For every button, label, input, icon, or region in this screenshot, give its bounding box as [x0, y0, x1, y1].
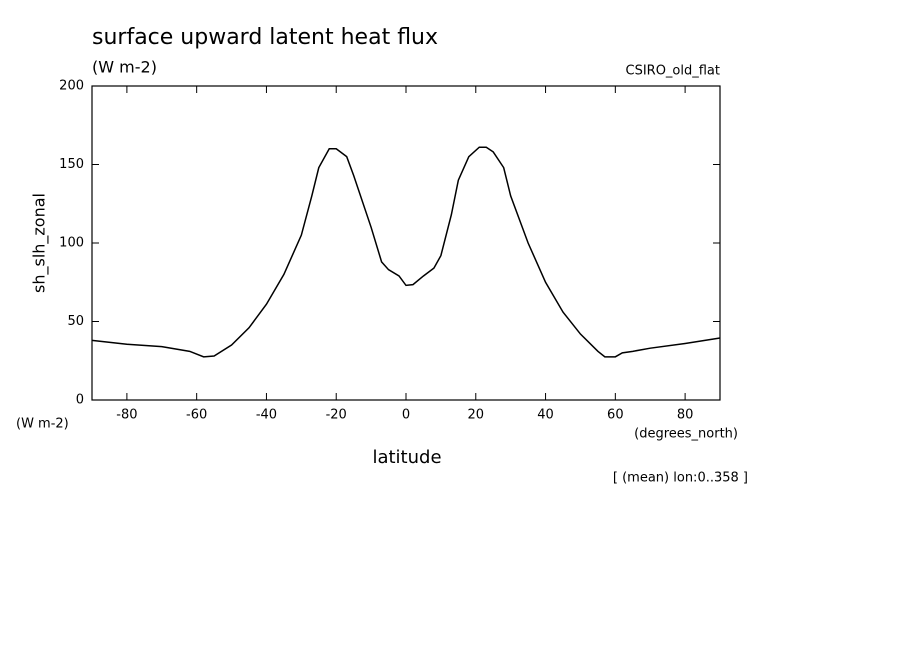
- x-tick-label: -40: [256, 408, 277, 423]
- y-axis-label: sh_slh_zonal: [30, 193, 50, 293]
- x-tick-label: -60: [186, 408, 207, 423]
- x-tick-label: 20: [468, 408, 485, 423]
- y-units: (W m-2): [16, 417, 69, 432]
- x-axis-label: latitude: [372, 447, 441, 468]
- chart-subtitle: (W m-2): [92, 58, 157, 77]
- chart-title: surface upward latent heat flux: [92, 25, 438, 50]
- x-units: (degrees_north): [634, 427, 738, 442]
- y-tick-label: 200: [59, 79, 84, 94]
- x-tick-label: 80: [677, 408, 694, 423]
- x-tick-label: -20: [326, 408, 347, 423]
- x-tick-label: 40: [537, 408, 554, 423]
- note: [ (mean) lon:0..358 ]: [613, 471, 748, 486]
- y-tick-label: 150: [59, 157, 84, 172]
- y-tick-label: 50: [67, 314, 84, 329]
- x-tick-label: 60: [607, 408, 624, 423]
- dataset-label: CSIRO_old_flat: [626, 64, 721, 79]
- data-line: [91, 146, 721, 358]
- x-tick-label: -80: [116, 408, 137, 423]
- y-tick-label: 100: [59, 236, 84, 251]
- x-tick-label: 0: [402, 408, 410, 423]
- y-tick-label: 0: [76, 393, 84, 408]
